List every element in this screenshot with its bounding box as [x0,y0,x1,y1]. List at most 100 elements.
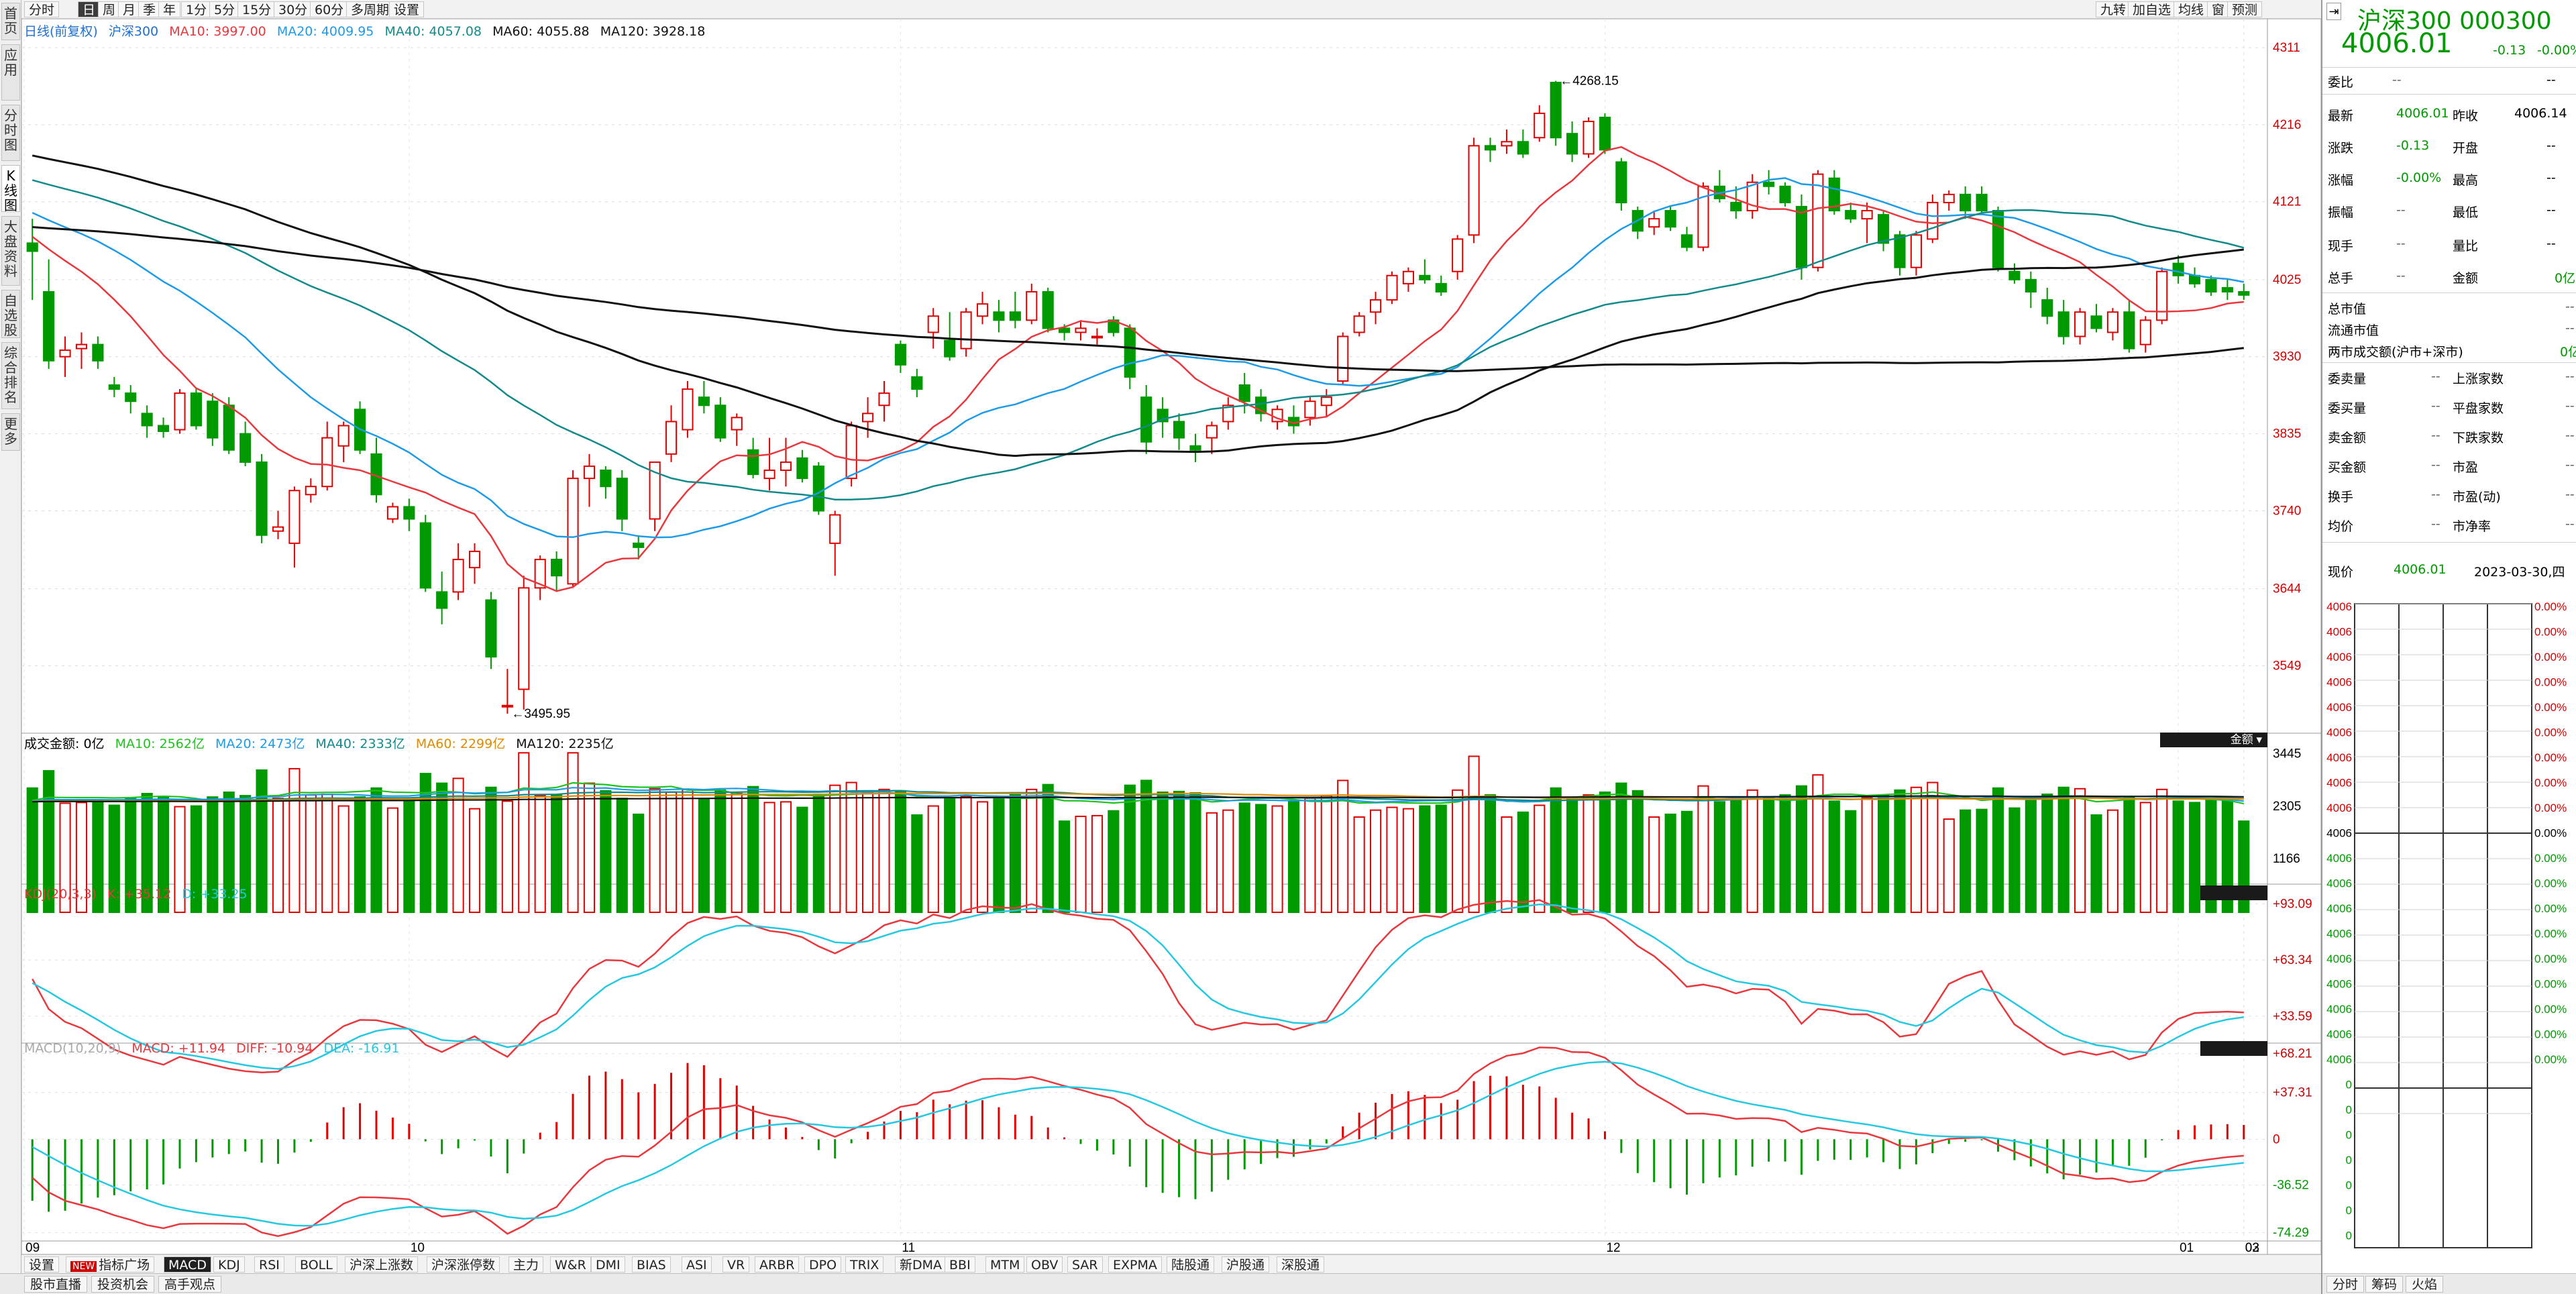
indicator-tab-21[interactable]: SAR [1067,1256,1103,1273]
add-watchlist-button[interactable]: 加自选 [2128,1,2176,17]
tab-live[interactable]: 股市直播 [24,1276,88,1293]
macd-tick-label: 0 [2273,1132,2280,1146]
volume-bar [207,796,219,913]
panel-tab-flame[interactable]: 火焰 [2406,1276,2444,1293]
indicator-tab-8[interactable]: 主力 [508,1256,544,1273]
macd-params-button[interactable] [2200,1041,2267,1056]
volume-bar [763,802,775,914]
window-button[interactable]: 窗 [2207,1,2230,17]
indicator-tab-4[interactable]: RSI [254,1256,284,1273]
nav-apps[interactable]: 应用 [1,44,20,101]
indicator-tab-label: SAR [1072,1258,1098,1273]
volume-bar [1009,794,1021,913]
quote-stat-left-4-label: 换手 [2328,490,2354,504]
mini-intraday-chart[interactable]: 4006 0.00% 4006 0.00% 4006 0.00% 4006 0.00% 4006… [2322,590,2576,1275]
indicator-tab-3[interactable]: KDJ [213,1256,245,1273]
period-1min[interactable]: 1分 [181,1,212,17]
nav-ranking[interactable]: 综合排名 [1,342,20,409]
indicator-tab-22[interactable]: EXPMA [1108,1256,1162,1273]
nav-more[interactable]: 更多 [1,413,20,451]
indicator-tab-13[interactable]: VR [722,1256,750,1273]
tab-expert-views[interactable]: 高手观点 [158,1276,222,1293]
indicator-tab-2[interactable]: MACD [164,1256,211,1273]
indicator-tab-7[interactable]: 沪深涨停数 [427,1256,500,1273]
volume-bar [1730,798,1742,914]
indicator-tab-label: DMI [596,1258,621,1273]
indicator-tab-10[interactable]: DMI [591,1256,625,1273]
kdj-params-button[interactable] [2200,885,2267,900]
kdj-k-value: K: +35.12 [107,887,172,902]
panel-tab-chips[interactable]: 筹码 [2365,1276,2404,1293]
period-intraday[interactable]: 分时 [24,1,60,17]
volume-bar [223,791,235,914]
period-day[interactable]: 日 [78,1,101,17]
volume-bar [485,786,497,913]
kline-chart[interactable]: 4311 4216 4121 4025 3930 3835 3740 3644 3549 09 10… [21,19,2321,1254]
forecast-button[interactable]: 预测 [2227,1,2263,17]
volume-bar [796,806,808,913]
nine-turn-button[interactable]: 九转 [2096,1,2131,17]
candle-body [1205,425,1218,439]
indicator-tab-16[interactable]: TRIX [845,1256,884,1273]
volume-bar [1402,808,1414,913]
indicator-tab-20[interactable]: OBV [1026,1256,1063,1273]
indicator-tab-label: 设置 [29,1258,55,1273]
indicator-tab-1[interactable]: NEW 指标广场 [66,1256,155,1273]
candle-body [829,514,841,544]
period-quarter[interactable]: 季 [138,1,161,17]
quote-stat-right-4-label: 市盈(动) [2453,490,2501,504]
indicator-tab-15[interactable]: DPO [804,1256,842,1273]
indicator-tab-12[interactable]: ASI [682,1256,712,1273]
now-price: 4006.01 [2394,562,2447,577]
period-15min[interactable]: 15分 [237,1,276,17]
indicator-tab-5[interactable]: BOLL [295,1256,337,1273]
indicator-tab-6[interactable]: 沪深上涨数 [345,1256,419,1273]
quote-left-6-label: 总手 [2328,271,2354,286]
quote-title: 沪深300 000300 [2357,7,2552,35]
volume-selector[interactable]: 金额 ▾ [2160,733,2267,747]
quote-separator [2322,292,2576,293]
high-price-annotation: ←4268.15 [1560,74,1619,89]
tab-opportunities[interactable]: 投资机会 [91,1276,155,1293]
multi-period-button[interactable]: 多周期 [346,1,394,17]
nav-market-data[interactable]: 大盘资料 [1,216,20,286]
volume-bar [1517,811,1529,914]
period-month[interactable]: 月 [118,1,141,17]
period-30min[interactable]: 30分 [274,1,313,17]
ma120-value: MA120: 3928.18 [600,24,706,39]
nav-intraday[interactable]: 分时图 [1,105,20,161]
indicator-tab-19[interactable]: MTM [985,1256,1025,1273]
nav-kline[interactable]: K线图 [1,165,20,213]
axes: 4311 4216 4121 4025 3930 3835 3740 3644 3549 09 10… [25,41,2312,1254]
quote-stat-right-1-label: 平盘家数 [2453,401,2504,416]
candle-body [2205,278,2217,292]
ma-button[interactable]: 均线 [2174,1,2209,17]
period-week[interactable]: 周 [98,1,121,17]
indicator-tab-25[interactable]: 深股通 [1277,1256,1325,1273]
panel-tab-intraday[interactable]: 分时 [2326,1276,2365,1293]
indicator-tab-11[interactable]: BIAS [632,1256,671,1273]
candle-body [911,376,923,390]
ma10-value: MA10: 3997.00 [169,24,266,39]
indicator-tab-0[interactable]: 设置 [24,1256,60,1273]
period-5min[interactable]: 5分 [209,1,240,17]
settings-button[interactable]: 设置 [389,1,425,17]
indicator-tab-17[interactable]: 新DMA [895,1256,947,1273]
period-year[interactable]: 年 [158,1,181,17]
collapse-panel-icon[interactable]: ⇥ [2326,3,2341,20]
volume-bar [1861,797,1873,913]
indicator-tab-18[interactable]: BBI [945,1256,975,1273]
nav-home[interactable]: 首页 [1,3,20,40]
mini-pct-label: 0.00% [2534,726,2567,739]
indicator-tab-9[interactable]: W&R [550,1256,591,1273]
indicator-tab-24[interactable]: 沪股通 [1222,1256,1270,1273]
nav-watchlist[interactable]: 自选股 [1,290,20,338]
indicator-tab-23[interactable]: 陆股通 [1167,1256,1215,1273]
candle-body [1566,133,1578,155]
ma60-line [32,154,2244,457]
volume-bar [534,795,546,913]
indicator-tab-14[interactable]: ARBR [755,1256,800,1273]
period-60min[interactable]: 60分 [310,1,349,17]
macd-tick-label: +68.21 [2273,1047,2312,1061]
volume-bar [1468,755,1480,913]
